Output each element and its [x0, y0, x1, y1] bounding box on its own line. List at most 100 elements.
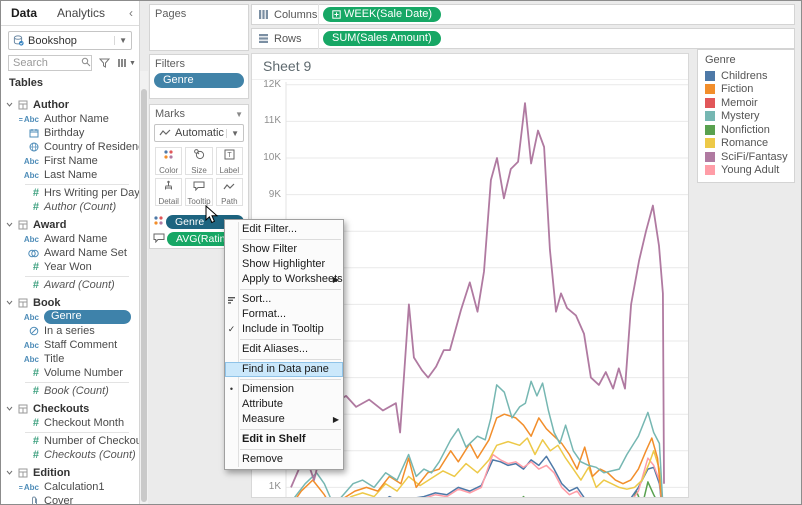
table-icon — [18, 404, 28, 414]
menu-item-edit-in-shelf[interactable]: Edit in Shelf — [242, 433, 306, 445]
field-checkouts-count-[interactable]: # Checkouts (Count) — [1, 448, 139, 462]
table-icon — [18, 298, 28, 308]
menu-item-sort-[interactable]: Sort... — [225, 292, 343, 307]
menu-item-dimension[interactable]: • Dimension — [225, 382, 343, 397]
marks-card-caret-icon[interactable]: ▼ — [235, 109, 243, 119]
field-hrs-writing-per-day[interactable]: # Hrs Writing per Day — [1, 186, 139, 200]
datasource-caret-icon[interactable]: ▼ — [114, 36, 131, 45]
columns-shelf[interactable]: Columns WEEK(Sale Date) — [251, 4, 795, 25]
table-group-author[interactable]: Author — [1, 97, 139, 112]
menu-item-remove[interactable]: Remove — [242, 453, 283, 465]
menu-item-measure[interactable]: Measure ▶ — [242, 413, 339, 425]
field-calculation1[interactable]: =Abc Calculation1 — [1, 480, 139, 494]
sheet-title[interactable]: Sheet 9 — [263, 58, 312, 74]
field-label: Checkouts (Count) — [44, 448, 136, 461]
legend-label: Young Adult — [721, 164, 780, 177]
number-icon: # — [32, 417, 39, 429]
field-genre[interactable]: Abc Genre — [1, 310, 139, 324]
shelf-pill-week-sale-date-[interactable]: WEEK(Sale Date) — [323, 7, 442, 22]
search-input[interactable] — [9, 57, 81, 69]
field-list: Author =Abc Author Name Birthday Country of … — [1, 91, 139, 504]
rows-shelf[interactable]: Rows SUM(Sales Amount) — [251, 28, 795, 49]
field-cover[interactable]: Cover — [1, 494, 139, 504]
path-mark-button[interactable]: Path — [215, 178, 243, 206]
menu-item-include-in-tooltip[interactable]: ✓ Include in Tooltip — [227, 323, 324, 335]
number-icon: # — [32, 187, 39, 199]
legend-item-romance[interactable]: Romance — [698, 137, 794, 151]
tooltip-icon — [193, 178, 205, 196]
tab-data[interactable]: Data — [11, 6, 38, 20]
shelf-pill-sum-sales-amount-[interactable]: SUM(Sales Amount) — [323, 31, 441, 46]
field-title[interactable]: Abc Title — [1, 352, 139, 366]
field-last-name[interactable]: Abc Last Name — [1, 168, 139, 182]
tooltip-mark-button[interactable]: Tooltip — [185, 178, 213, 206]
field-author-count-[interactable]: # Author (Count) — [1, 200, 139, 214]
field-staff-comment[interactable]: Abc Staff Comment — [1, 338, 139, 352]
table-icon — [18, 468, 28, 478]
menu-item-show-highlighter[interactable]: Show Highlighter — [242, 258, 326, 270]
legend-item-scifi-fantasy[interactable]: SciFi/Fantasy — [698, 150, 794, 164]
field-birthday[interactable]: Birthday — [1, 126, 139, 140]
field-label: Award Name — [44, 232, 108, 245]
table-group-edition[interactable]: Edition — [1, 465, 139, 480]
filter-pill-genre[interactable]: Genre — [154, 73, 244, 88]
field-checkout-month[interactable]: # Checkout Month — [1, 416, 139, 430]
mark-type-caret-icon[interactable]: ▼ — [226, 128, 243, 138]
abc-icon: Abc — [23, 340, 39, 350]
table-group-book[interactable]: Book — [1, 295, 139, 310]
detail-icon — [163, 178, 174, 196]
field-label: First Name — [44, 154, 98, 167]
legend-item-childrens[interactable]: Childrens — [698, 69, 794, 83]
legend-swatch — [705, 111, 715, 122]
menu-item-edit-aliases-[interactable]: Edit Aliases... — [242, 343, 309, 355]
menu-item-format-[interactable]: Format... — [242, 308, 287, 320]
sidebar-scrollbar[interactable] — [140, 71, 148, 504]
detail-mark-button[interactable]: Detail — [155, 178, 183, 206]
tab-analytics[interactable]: Analytics — [57, 6, 106, 20]
field-in-a-series[interactable]: In a series — [1, 324, 139, 338]
label-mark-button[interactable]: T Label — [215, 147, 243, 175]
size-mark-button[interactable]: Size — [185, 147, 213, 175]
color-mark-button[interactable]: Color — [155, 147, 183, 175]
field-book-count-[interactable]: # Book (Count) — [1, 384, 139, 398]
submenu-arrow-icon: ▶ — [332, 415, 339, 424]
table-group-checkouts[interactable]: Checkouts — [1, 401, 139, 416]
field-label: Staff Comment — [44, 338, 118, 351]
field-first-name[interactable]: Abc First Name — [1, 154, 139, 168]
search-box[interactable] — [8, 55, 92, 71]
table-group-award[interactable]: Award — [1, 217, 139, 232]
number-icon: # — [32, 435, 39, 447]
mark-type-dropdown[interactable]: Automatic ▼ — [154, 124, 244, 142]
filter-fields-icon[interactable] — [99, 58, 110, 68]
menu-item-find-in-data-pane[interactable]: Find in Data pane — [225, 362, 343, 377]
field-number-of-checkouts[interactable]: # Number of Checkouts — [1, 434, 139, 448]
color-dots-icon — [153, 213, 164, 231]
color-legend-card[interactable]: Genre Childrens Fiction Memoir Mystery Nonfi… — [697, 49, 795, 183]
table-icon — [18, 100, 28, 110]
datasource-selector[interactable]: Bookshop ▼ — [8, 31, 132, 50]
submenu-arrow-icon: ▶ — [332, 275, 339, 284]
menu-item-apply-to-worksheets[interactable]: Apply to Worksheets ▶ — [242, 273, 343, 285]
field-author-name[interactable]: =Abc Author Name — [1, 112, 139, 126]
field-award-name[interactable]: Abc Award Name — [1, 232, 139, 246]
field-year-won[interactable]: # Year Won — [1, 260, 139, 274]
field-award-count-[interactable]: # Award (Count) — [1, 278, 139, 292]
legend-item-memoir[interactable]: Memoir — [698, 96, 794, 110]
menu-item-attribute[interactable]: Attribute — [242, 398, 283, 410]
mouse-cursor — [205, 205, 218, 224]
legend-item-nonfiction[interactable]: Nonfiction — [698, 123, 794, 137]
sidebar-scrollbar-thumb[interactable] — [141, 89, 147, 502]
view-options-icon[interactable]: ▼ — [117, 58, 136, 68]
legend-item-young-adult[interactable]: Young Adult — [698, 164, 794, 178]
field-volume-number[interactable]: # Volume Number — [1, 366, 139, 380]
menu-item-show-filter[interactable]: Show Filter — [242, 243, 298, 255]
legend-swatch — [705, 165, 715, 176]
field-award-name-set[interactable]: Award Name Set — [1, 246, 139, 260]
menu-item-edit-filter-[interactable]: Edit Filter... — [242, 223, 298, 235]
collapse-pane-icon[interactable]: ‹ — [129, 6, 133, 20]
number-icon: # — [32, 201, 39, 213]
legend-item-mystery[interactable]: Mystery — [698, 110, 794, 124]
field-country-of-residence[interactable]: Country of Residence — [1, 140, 139, 154]
legend-item-fiction[interactable]: Fiction — [698, 83, 794, 97]
rows-shelf-label: Rows — [274, 32, 302, 45]
